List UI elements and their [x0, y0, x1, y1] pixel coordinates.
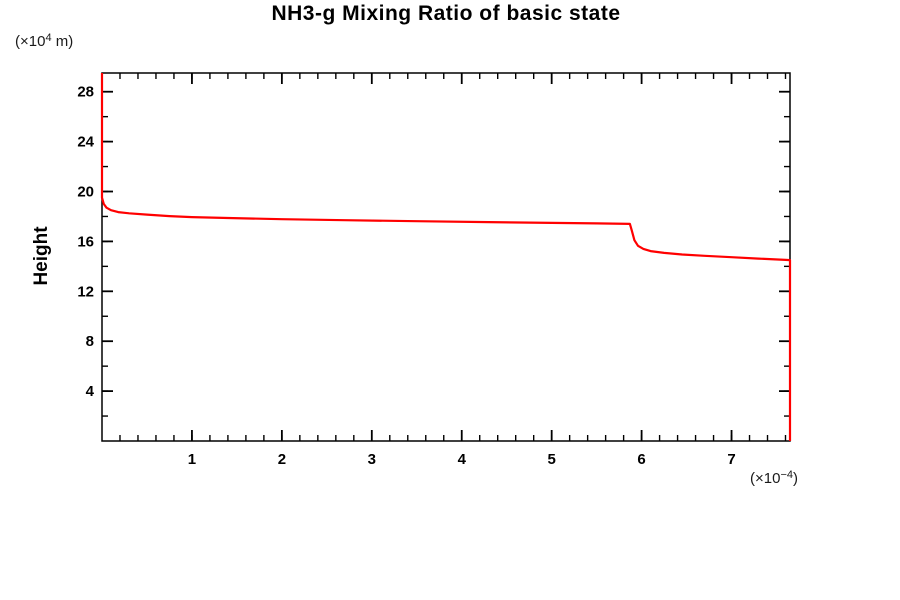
- x-axis-unit-label: (×10−4): [658, 469, 798, 487]
- y-tick-label: 24: [77, 134, 94, 151]
- y-unit-exponent: 4: [45, 32, 52, 44]
- x-tick-label: 6: [637, 451, 645, 468]
- data-series-line: [100, 73, 792, 441]
- x-unit-exponent: −4: [780, 469, 793, 481]
- x-unit-suffix: ): [793, 470, 798, 487]
- y-tick-label: 12: [77, 283, 94, 300]
- y-axis-unit-label: (×104 m): [15, 32, 74, 50]
- y-tick-label: 4: [86, 383, 95, 400]
- y-tick-label: 28: [77, 84, 94, 101]
- y-unit-suffix: m): [51, 33, 74, 50]
- x-tick-label: 3: [368, 451, 376, 468]
- x-unit-prefix: (×10: [750, 470, 781, 487]
- x-tick-label: 2: [278, 451, 286, 468]
- y-unit-prefix: (×10: [15, 33, 46, 50]
- x-tick-label: 1: [188, 451, 196, 468]
- y-tick-label: 20: [77, 184, 94, 201]
- y-tick-label: 16: [77, 233, 94, 250]
- y-tick-label: 8: [86, 333, 94, 350]
- plot-frame: [101, 72, 791, 442]
- x-tick-label: 5: [548, 451, 556, 468]
- x-tick-label: 4: [458, 451, 467, 468]
- chart-title: NH3-g Mixing Ratio of basic state: [271, 2, 621, 25]
- x-tick-label: 7: [727, 451, 735, 468]
